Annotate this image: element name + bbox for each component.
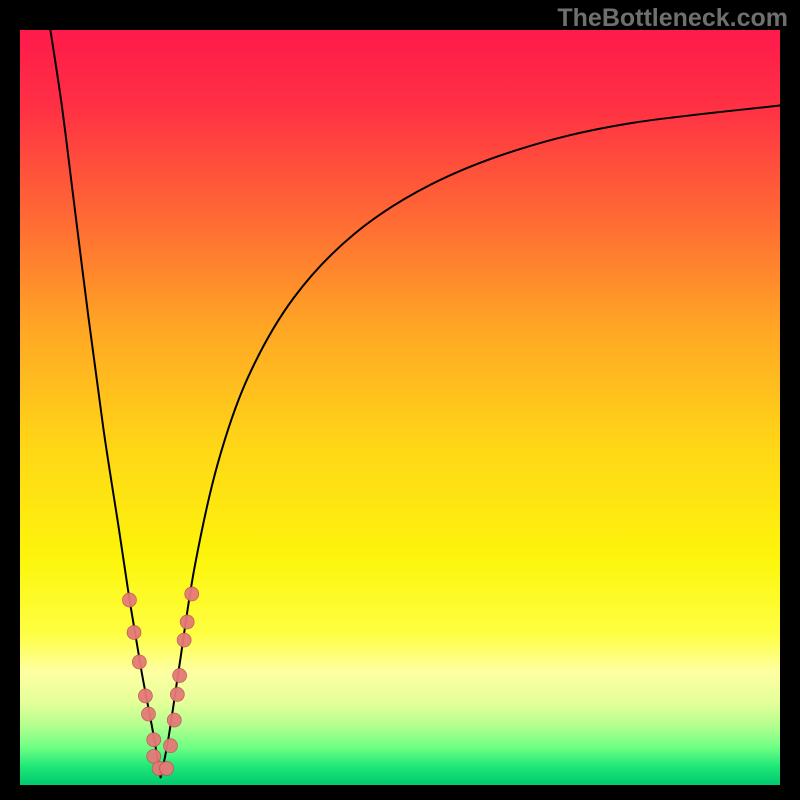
- scatter-marker: [185, 587, 199, 601]
- scatter-marker: [160, 761, 174, 775]
- scatter-marker: [147, 733, 161, 747]
- scatter-marker: [173, 669, 187, 683]
- scatter-marker: [180, 615, 194, 629]
- plot-area: [20, 30, 780, 785]
- plot-svg: [20, 30, 780, 785]
- scatter-marker: [141, 707, 155, 721]
- scatter-marker: [138, 689, 152, 703]
- scatter-marker: [132, 655, 146, 669]
- gradient-background: [20, 30, 780, 785]
- scatter-marker: [122, 593, 136, 607]
- scatter-marker: [167, 713, 181, 727]
- figure-root: TheBottleneck.com: [0, 0, 800, 800]
- watermark-text: TheBottleneck.com: [557, 4, 788, 33]
- scatter-marker: [177, 633, 191, 647]
- scatter-marker: [127, 625, 141, 639]
- scatter-marker: [163, 739, 177, 753]
- scatter-marker: [170, 687, 184, 701]
